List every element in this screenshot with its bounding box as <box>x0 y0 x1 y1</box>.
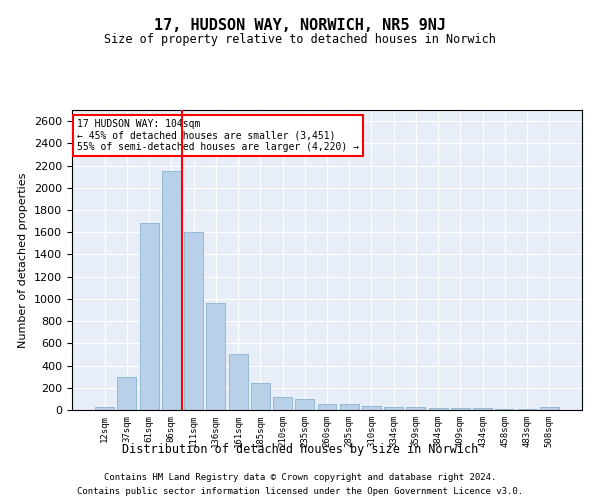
Bar <box>362 406 381 410</box>
Bar <box>140 224 158 410</box>
Bar <box>184 232 203 410</box>
Text: Distribution of detached houses by size in Norwich: Distribution of detached houses by size … <box>122 442 478 456</box>
Bar <box>295 399 314 410</box>
Bar <box>451 408 470 410</box>
Bar <box>406 407 425 410</box>
Text: 17, HUDSON WAY, NORWICH, NR5 9NJ: 17, HUDSON WAY, NORWICH, NR5 9NJ <box>154 18 446 32</box>
Bar <box>473 408 492 410</box>
Text: 17 HUDSON WAY: 104sqm
← 45% of detached houses are smaller (3,451)
55% of semi-d: 17 HUDSON WAY: 104sqm ← 45% of detached … <box>77 119 359 152</box>
Bar <box>540 407 559 410</box>
Bar <box>317 404 337 410</box>
Bar <box>429 408 448 410</box>
Bar <box>496 409 514 410</box>
Text: Contains HM Land Registry data © Crown copyright and database right 2024.: Contains HM Land Registry data © Crown c… <box>104 472 496 482</box>
Bar <box>118 376 136 410</box>
Bar <box>229 354 248 410</box>
Bar <box>340 404 359 410</box>
Text: Size of property relative to detached houses in Norwich: Size of property relative to detached ho… <box>104 32 496 46</box>
Bar <box>273 396 292 410</box>
Bar <box>384 407 403 410</box>
Bar <box>251 384 270 410</box>
Text: Contains public sector information licensed under the Open Government Licence v3: Contains public sector information licen… <box>77 488 523 496</box>
Y-axis label: Number of detached properties: Number of detached properties <box>19 172 28 348</box>
Bar <box>95 407 114 410</box>
Bar <box>162 171 181 410</box>
Bar <box>206 304 225 410</box>
